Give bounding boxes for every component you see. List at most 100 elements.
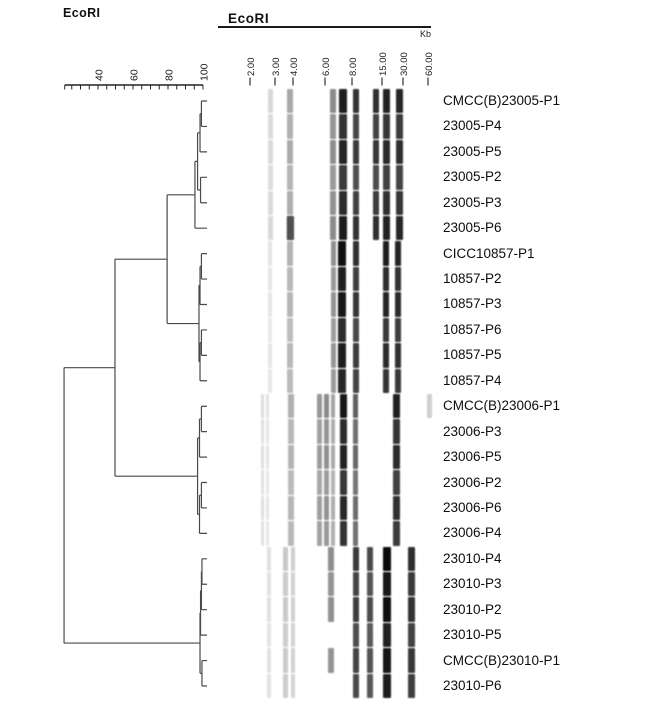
gel-band	[324, 419, 329, 444]
gel-lane	[243, 266, 439, 292]
gel-band	[408, 546, 415, 572]
gel-band	[373, 88, 379, 114]
gel-band	[339, 215, 347, 241]
gel-band	[261, 444, 264, 470]
gel-band	[288, 419, 294, 444]
gel-band	[396, 215, 403, 241]
gel-band	[396, 139, 403, 165]
gel-band	[330, 114, 336, 139]
gel-band	[331, 419, 335, 444]
gel-lane	[243, 114, 439, 139]
gel-band	[353, 673, 359, 699]
gel-band	[339, 88, 347, 114]
sample-label: CMCC(B)23005-P1	[443, 93, 561, 108]
gel-lane	[243, 419, 439, 444]
gel-band	[268, 266, 272, 292]
gel-band	[331, 394, 335, 419]
gel-band	[353, 266, 359, 292]
enzyme-title-gel: EcoRI	[228, 11, 270, 26]
gel-band	[339, 139, 347, 165]
gel-band	[331, 343, 336, 368]
gel-band	[340, 394, 347, 419]
gel-band	[353, 317, 359, 343]
gel-lane	[243, 394, 439, 419]
gel-band	[268, 215, 273, 241]
sample-label: 23006-P5	[443, 449, 502, 465]
gel-band	[338, 343, 346, 368]
gel-band	[283, 648, 288, 673]
gel-band	[353, 444, 358, 470]
gel-band	[268, 165, 273, 190]
gel-band	[408, 597, 415, 622]
gel-band	[283, 546, 288, 572]
size-marker-label: 15.00	[378, 52, 389, 76]
sample-label: 23006-P4	[443, 525, 502, 541]
gel-band	[266, 394, 269, 419]
gel-band	[287, 190, 293, 215]
gel-band	[395, 292, 401, 317]
gel-band	[291, 648, 295, 673]
gel-band	[283, 673, 288, 699]
size-marker-label: 2.00	[246, 58, 257, 77]
gel-band	[427, 394, 432, 419]
gel-band	[393, 419, 400, 444]
gel-lane	[243, 88, 439, 114]
sample-label: 23005-P3	[443, 194, 502, 210]
gel-band	[408, 572, 415, 597]
gel-band	[288, 394, 294, 419]
gel-band	[383, 648, 391, 673]
gel-band	[268, 292, 272, 317]
gel-band	[353, 139, 359, 165]
gel-band	[268, 241, 272, 266]
gel-band	[288, 521, 294, 546]
gel-band	[266, 419, 269, 444]
gel-band	[373, 190, 379, 215]
gel-band	[383, 368, 389, 393]
gel-band	[395, 266, 401, 292]
sample-label: 23005-P5	[443, 143, 502, 159]
gel-band	[288, 495, 294, 521]
gel-band	[324, 495, 329, 521]
gel-band	[268, 190, 273, 215]
gel-lane	[243, 597, 439, 622]
sample-label: 10857-P2	[443, 271, 502, 287]
gel-band	[396, 190, 403, 215]
gel-band	[268, 368, 272, 393]
gel-lane	[243, 165, 439, 190]
gel-band	[353, 521, 358, 546]
gel-band	[353, 546, 359, 572]
gel-band	[353, 648, 359, 673]
gel-band	[268, 139, 273, 165]
gel-band	[367, 597, 373, 622]
gel-band	[331, 495, 335, 521]
gel-band	[383, 343, 389, 368]
gel-band	[408, 648, 415, 673]
gel-band	[330, 165, 336, 190]
gel-band	[396, 165, 403, 190]
gel-band	[287, 343, 293, 368]
gel-band	[267, 546, 271, 572]
gel-band	[331, 444, 335, 470]
sample-label: 10857-P3	[443, 296, 502, 312]
axis-tick-label: 80	[164, 69, 176, 81]
gel-band	[338, 241, 346, 266]
gel-band	[395, 317, 401, 343]
gel-band	[324, 444, 329, 470]
gel-band	[383, 317, 389, 343]
gel-band	[261, 495, 264, 521]
gel-band	[287, 368, 293, 393]
gel-band	[383, 114, 390, 139]
gel-title-underline	[218, 26, 431, 28]
gel-band	[393, 394, 400, 419]
gel-lane	[243, 648, 439, 673]
gel-band	[268, 114, 273, 139]
gel-band	[324, 394, 329, 419]
gel-band	[383, 139, 390, 165]
axis-tick-label: 40	[94, 69, 106, 81]
gel-lane	[243, 546, 439, 572]
sample-label: 10857-P5	[443, 347, 502, 363]
gel-band	[393, 495, 400, 521]
gel-band	[328, 648, 334, 673]
gel-band	[338, 317, 346, 343]
